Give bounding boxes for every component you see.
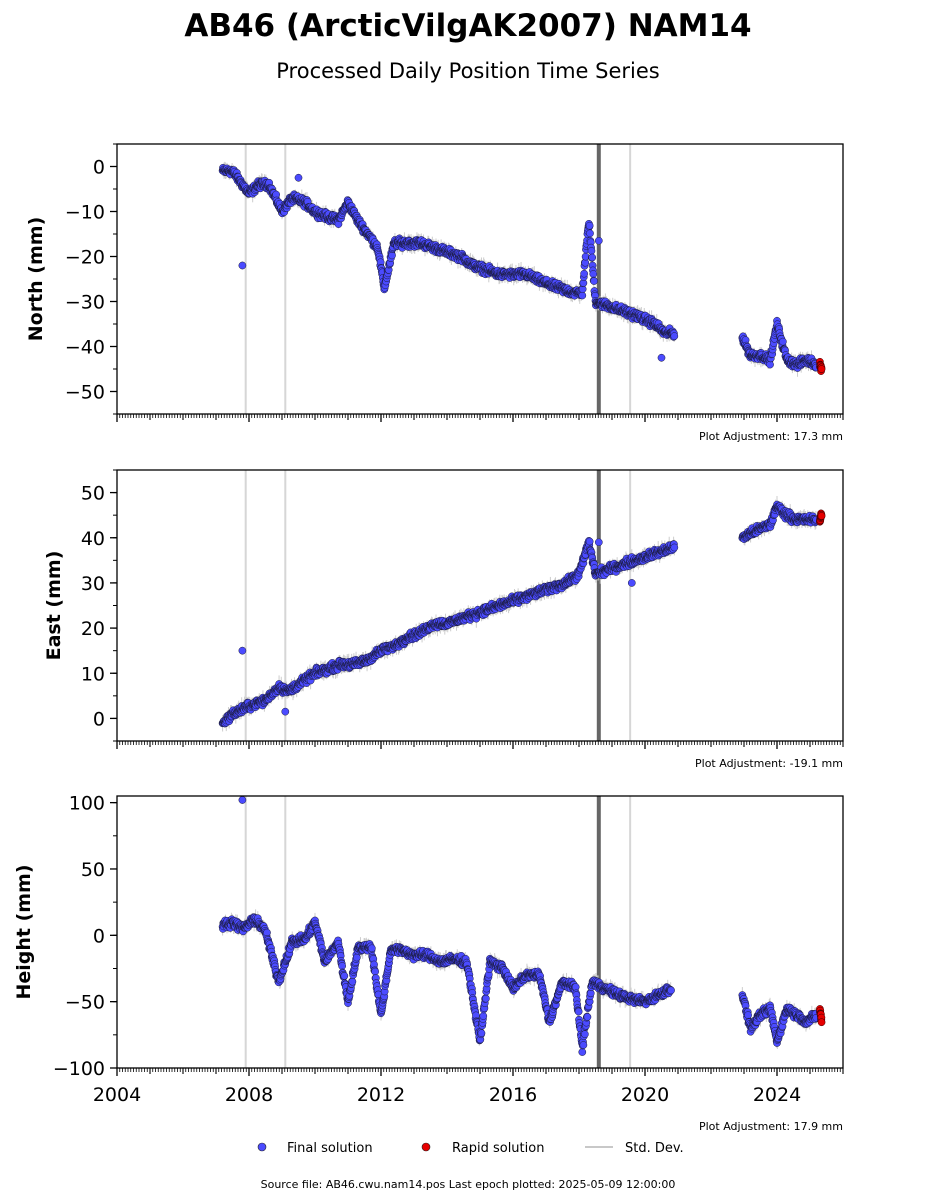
y-axis-label: East (mm) <box>43 551 65 661</box>
y-tick-label: 40 <box>81 528 105 550</box>
y-tick-label: −40 <box>65 337 105 359</box>
rapid-solution-points <box>816 509 826 526</box>
y-tick-label: 50 <box>81 483 105 505</box>
y-tick-label: −20 <box>65 247 105 269</box>
data-point <box>581 252 590 261</box>
y-tick-label: −50 <box>65 382 105 404</box>
panel-frame <box>116 143 844 415</box>
data-point <box>578 291 587 300</box>
data-point <box>588 253 597 262</box>
data-point <box>779 337 787 346</box>
panel-1: 0 −10 −20 −30 −40 −50 North (mm) Plot Adjustmen… <box>25 143 844 443</box>
final-solution-points <box>218 163 821 372</box>
data-point <box>580 269 588 278</box>
data-point-outlier <box>238 646 247 655</box>
data-point-rapid <box>817 365 826 373</box>
y-tick-label: −30 <box>65 292 105 314</box>
y-tick-label: 0 <box>93 708 105 730</box>
data-point <box>585 221 594 230</box>
plot-area-1 <box>218 144 826 414</box>
data-point <box>670 543 679 552</box>
y-tick-label: 0 <box>93 157 105 179</box>
plot-area-3 <box>218 796 826 1068</box>
data-point <box>585 537 594 546</box>
data-point-outlier <box>594 236 603 245</box>
chart-title: AB46 (ArcticVilgAK2007) NAM14 <box>184 8 751 44</box>
data-point-outlier <box>594 538 603 547</box>
chart-subtitle: Processed Daily Position Time Series <box>276 59 660 83</box>
rapid-solution-points <box>816 357 826 375</box>
data-point-outlier <box>238 261 247 270</box>
data-point-rapid <box>817 512 826 520</box>
data-point-outlier <box>281 707 290 716</box>
panel-frame <box>116 469 844 742</box>
data-point <box>587 247 596 255</box>
y-axis-label: North (mm) <box>25 217 47 342</box>
plot-area-2 <box>218 470 826 741</box>
data-point <box>586 229 594 238</box>
y-tick-label: −10 <box>65 202 105 224</box>
data-point-outlier <box>627 579 636 587</box>
y-tick-label: 10 <box>81 663 105 685</box>
data-point-outlier <box>657 353 666 362</box>
y-tick-label: 20 <box>81 618 105 640</box>
data-point <box>590 277 598 285</box>
data-point-outlier <box>294 173 303 182</box>
panels: 0 −10 −20 −30 −40 −50 North (mm) Plot Adjustmen… <box>13 143 844 1133</box>
data-point <box>670 332 679 340</box>
y-tick-label: 30 <box>81 573 105 595</box>
plot-adjustment: Plot Adjustment: 17.3 mm <box>699 430 843 443</box>
stddev-bars <box>222 495 817 732</box>
final-solution-points <box>218 500 821 728</box>
panel-2: 0 10 20 30 40 50 East (mm) Plot Adjustment: -19… <box>43 469 844 770</box>
plot-adjustment: Plot Adjustment: -19.1 mm <box>695 757 843 770</box>
data-point <box>589 270 598 278</box>
